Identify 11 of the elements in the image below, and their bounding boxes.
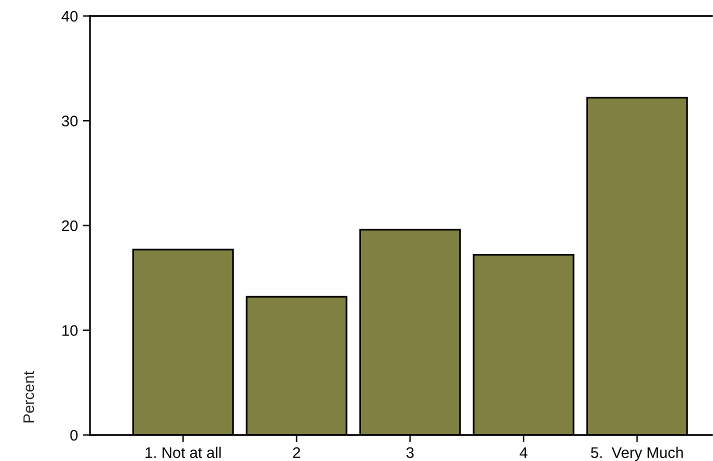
y-tick-label: 0 [70, 430, 78, 441]
y-axis-title: Percent [23, 371, 34, 422]
x-tick-label: 1. Not at all [146, 446, 221, 458]
x-tick-label: 4 [520, 447, 528, 458]
x-tick-label: 5. Very Much [591, 446, 683, 461]
x-tick-label: 3 [406, 447, 414, 458]
x-tick-label: 2 [293, 447, 300, 458]
y-tick-label: 30 [62, 116, 78, 126]
y-tick-label: 20 [62, 220, 78, 232]
y-tick-label: 40 [62, 10, 78, 22]
y-tick-label: 10 [62, 325, 78, 336]
